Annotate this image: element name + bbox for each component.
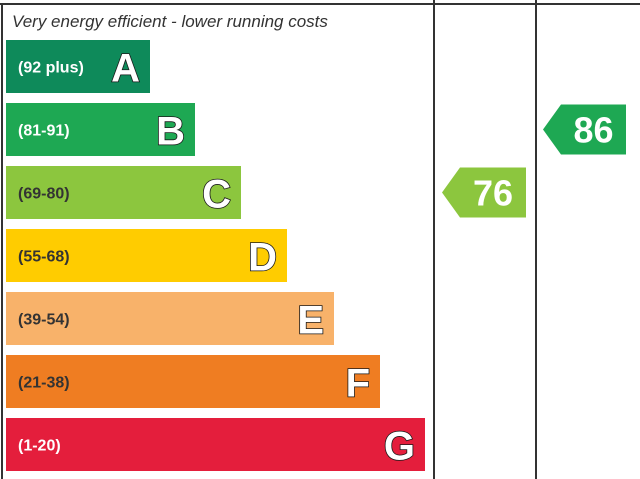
band-g-bar xyxy=(6,418,425,471)
potential-rating-value: 86 xyxy=(573,110,613,151)
band-c-bar xyxy=(6,166,241,219)
rating-group: 76 86 xyxy=(442,104,626,218)
band-d-bar xyxy=(6,229,287,282)
current-rating-arrow xyxy=(442,167,526,218)
band-a-letter: A xyxy=(111,47,140,91)
band-a-bar xyxy=(6,40,150,93)
band-f-range: (21-38) xyxy=(18,375,70,392)
band-g-range: (1-20) xyxy=(18,438,61,455)
band-f-bar xyxy=(6,355,380,408)
band-b-range: (81-91) xyxy=(18,123,70,140)
band-g-letter: G xyxy=(384,425,415,469)
band-a-range: (92 plus) xyxy=(18,60,84,77)
band-c-range: (69-80) xyxy=(18,186,70,203)
band-f-letter: F xyxy=(346,362,370,406)
band-b-letter: B xyxy=(156,110,185,154)
current-rating-value: 76 xyxy=(473,173,513,214)
chart-title: Very energy efficient - lower running co… xyxy=(12,12,328,31)
band-group: (92 plus) A (81-91) B (69-80) C (55-68) D (39-54… xyxy=(6,40,425,471)
band-d-letter: D xyxy=(248,236,277,280)
potential-rating-arrow xyxy=(543,104,626,155)
band-c-letter: C xyxy=(202,173,231,217)
band-b-bar xyxy=(6,103,195,156)
band-d-range: (55-68) xyxy=(18,249,70,266)
band-e-bar xyxy=(6,292,334,345)
band-e-range: (39-54) xyxy=(18,312,70,329)
band-e-letter: E xyxy=(297,299,324,343)
